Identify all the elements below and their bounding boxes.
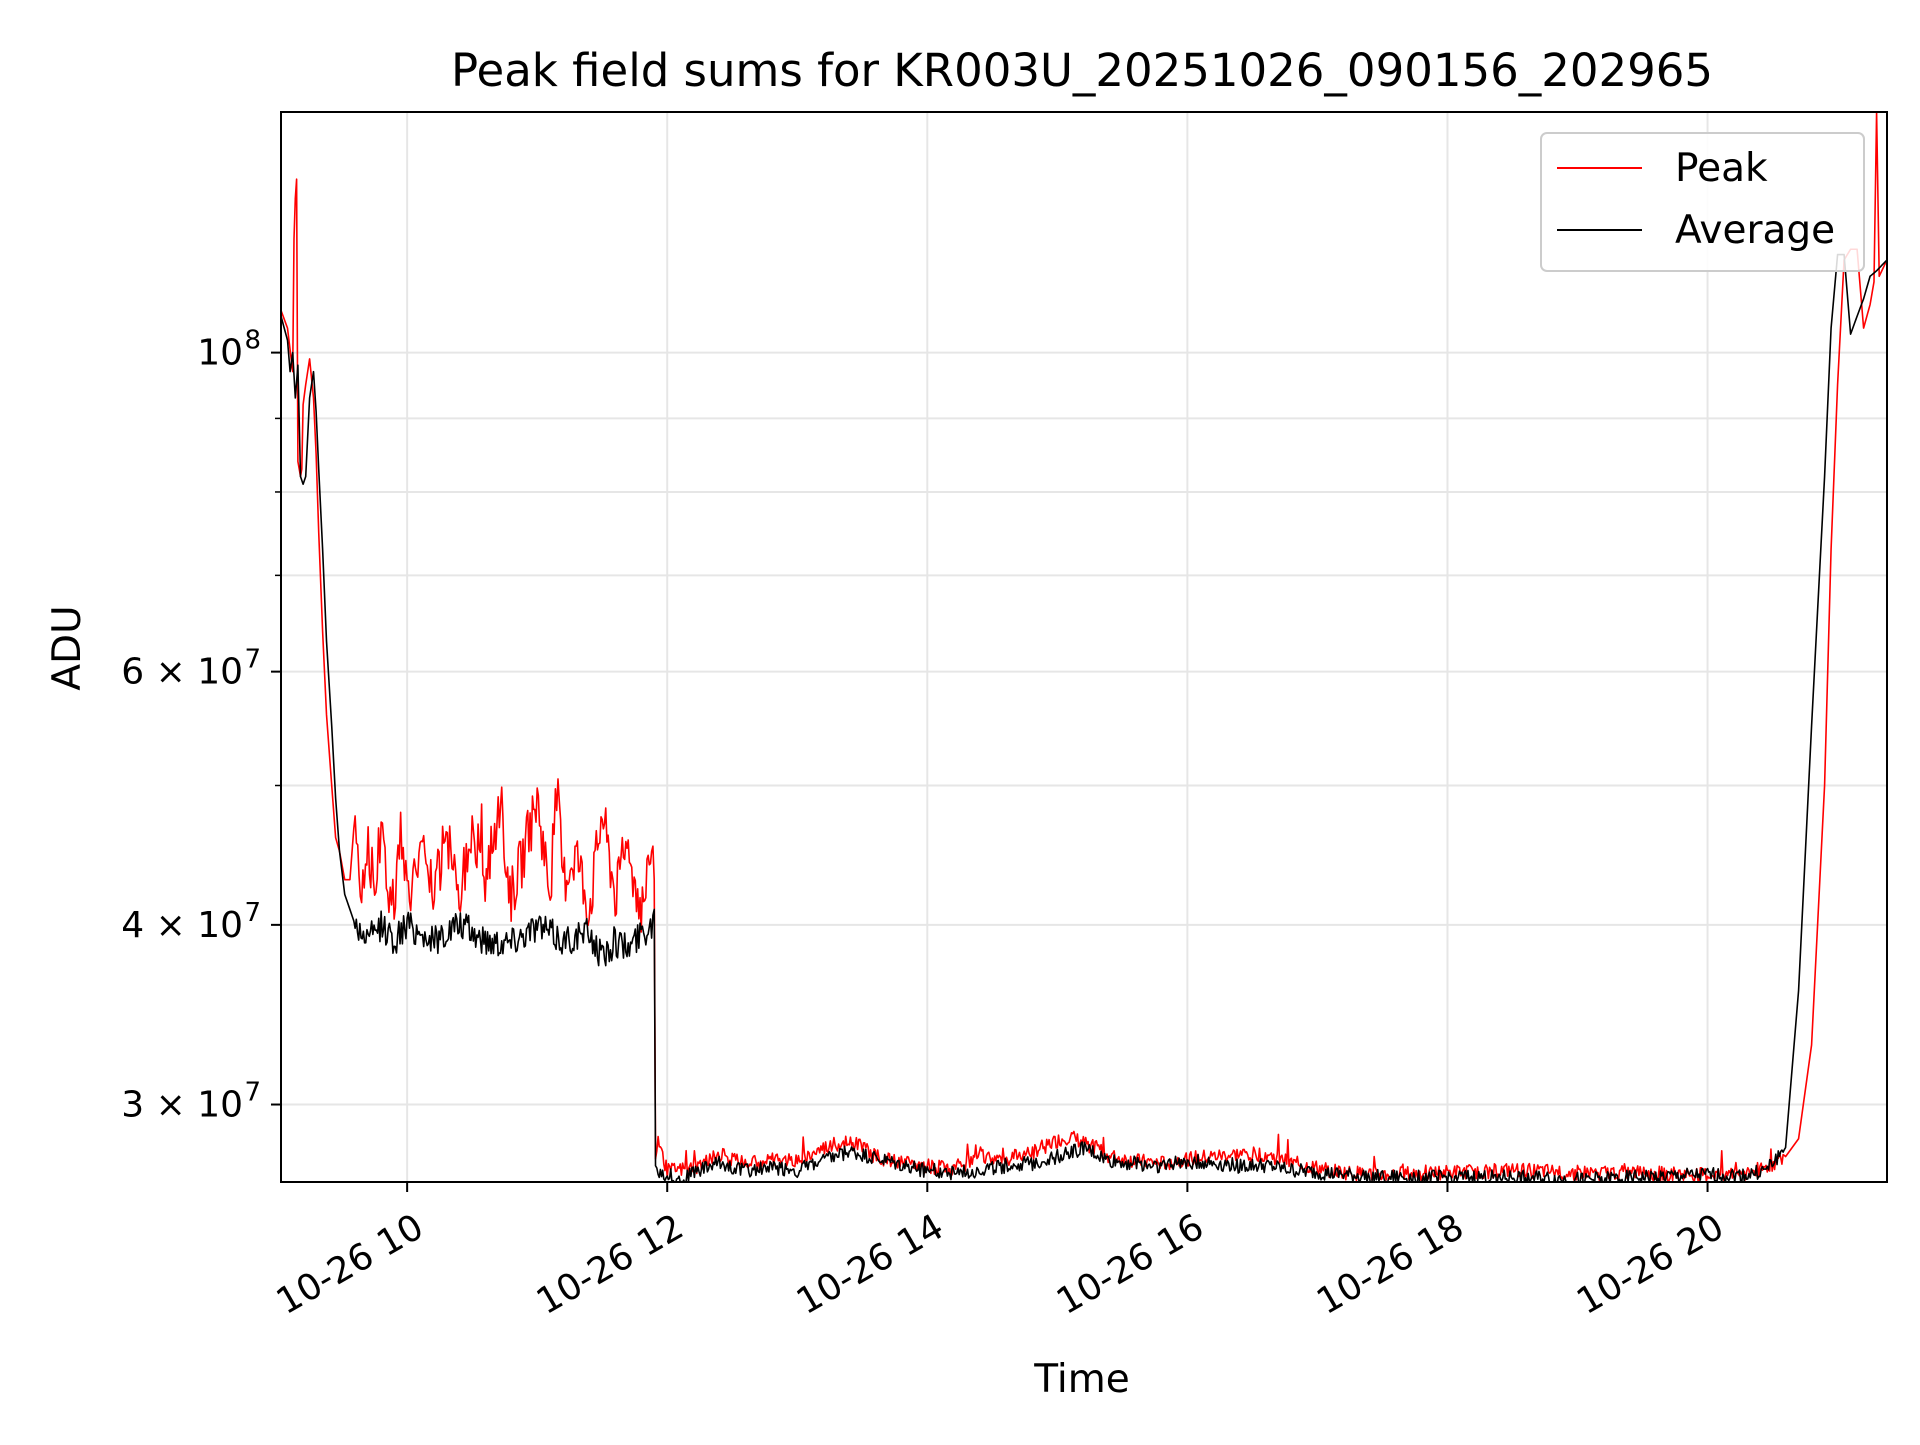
y-tick-label: 6 × 10 7 bbox=[121, 645, 261, 693]
legend: Peak Average bbox=[1540, 132, 1865, 272]
y-tick-label: 10 8 bbox=[197, 326, 261, 374]
y-tick-exponent: 7 bbox=[244, 898, 261, 928]
legend-label: Peak bbox=[1675, 146, 1768, 191]
y-tick-exponent: 8 bbox=[244, 326, 261, 356]
plot-frame bbox=[280, 111, 1888, 1183]
y-tick-base: 3 × 10 bbox=[121, 1085, 243, 1126]
grid bbox=[281, 112, 1887, 1182]
chart-title: Peak field sums for KR003U_20251026_0901… bbox=[451, 44, 1713, 97]
series-lines bbox=[281, 112, 1887, 1182]
series-line-average bbox=[281, 253, 1887, 1182]
y-tick-base: 4 × 10 bbox=[121, 905, 243, 946]
y-axis-label: ADU bbox=[45, 605, 90, 690]
x-axis-label: Time bbox=[1033, 1357, 1129, 1402]
legend-label: Average bbox=[1675, 208, 1835, 253]
y-tick-base: 6 × 10 bbox=[121, 652, 243, 693]
y-tick-base: 10 bbox=[197, 333, 243, 374]
y-tick-exponent: 7 bbox=[244, 645, 261, 675]
y-tick-exponent: 7 bbox=[244, 1078, 261, 1108]
y-tick-label: 3 × 10 7 bbox=[121, 1078, 261, 1126]
y-tick-label: 4 × 10 7 bbox=[121, 898, 261, 946]
